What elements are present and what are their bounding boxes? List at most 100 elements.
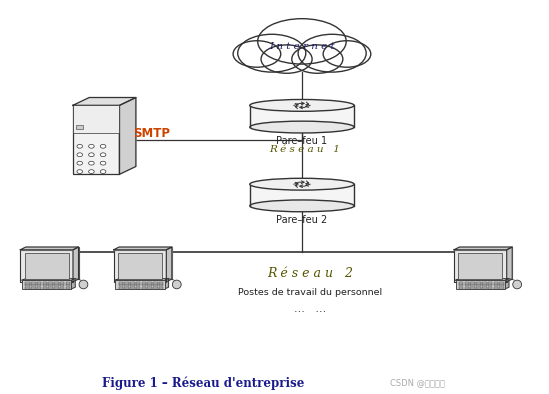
FancyBboxPatch shape bbox=[159, 284, 164, 286]
FancyBboxPatch shape bbox=[476, 282, 481, 284]
Ellipse shape bbox=[298, 34, 366, 72]
FancyBboxPatch shape bbox=[147, 282, 152, 284]
Polygon shape bbox=[114, 247, 172, 250]
FancyBboxPatch shape bbox=[22, 280, 71, 289]
FancyBboxPatch shape bbox=[114, 250, 166, 282]
FancyBboxPatch shape bbox=[142, 287, 146, 289]
FancyBboxPatch shape bbox=[25, 253, 69, 279]
Ellipse shape bbox=[257, 19, 346, 64]
FancyBboxPatch shape bbox=[159, 282, 164, 284]
Ellipse shape bbox=[292, 45, 343, 73]
FancyBboxPatch shape bbox=[76, 125, 83, 129]
FancyBboxPatch shape bbox=[470, 287, 475, 289]
FancyBboxPatch shape bbox=[72, 106, 119, 133]
Ellipse shape bbox=[100, 153, 106, 157]
Ellipse shape bbox=[172, 280, 181, 289]
FancyBboxPatch shape bbox=[460, 247, 512, 279]
Ellipse shape bbox=[513, 280, 522, 289]
FancyBboxPatch shape bbox=[43, 287, 47, 289]
Polygon shape bbox=[250, 184, 354, 206]
FancyBboxPatch shape bbox=[153, 282, 158, 284]
Text: CSDN @思诺学长: CSDN @思诺学长 bbox=[390, 379, 445, 387]
Ellipse shape bbox=[88, 170, 94, 173]
Ellipse shape bbox=[100, 145, 106, 148]
Ellipse shape bbox=[88, 153, 94, 157]
FancyBboxPatch shape bbox=[130, 284, 135, 286]
FancyBboxPatch shape bbox=[459, 282, 463, 284]
Polygon shape bbox=[20, 247, 79, 250]
FancyBboxPatch shape bbox=[118, 253, 162, 279]
Text: R é s e a u   1: R é s e a u 1 bbox=[269, 145, 340, 154]
Ellipse shape bbox=[323, 41, 371, 67]
Ellipse shape bbox=[100, 170, 106, 173]
Polygon shape bbox=[119, 98, 136, 174]
Ellipse shape bbox=[100, 161, 106, 165]
FancyBboxPatch shape bbox=[136, 287, 141, 289]
Polygon shape bbox=[250, 106, 354, 127]
FancyBboxPatch shape bbox=[482, 284, 486, 286]
FancyBboxPatch shape bbox=[125, 284, 129, 286]
FancyBboxPatch shape bbox=[48, 284, 53, 286]
FancyBboxPatch shape bbox=[459, 284, 463, 286]
FancyBboxPatch shape bbox=[136, 284, 141, 286]
FancyBboxPatch shape bbox=[43, 282, 47, 284]
FancyBboxPatch shape bbox=[500, 282, 504, 284]
Polygon shape bbox=[456, 279, 509, 280]
FancyBboxPatch shape bbox=[37, 282, 41, 284]
Polygon shape bbox=[71, 279, 75, 289]
FancyBboxPatch shape bbox=[119, 247, 172, 279]
FancyBboxPatch shape bbox=[482, 282, 486, 284]
FancyBboxPatch shape bbox=[159, 287, 164, 289]
FancyBboxPatch shape bbox=[25, 282, 30, 284]
FancyBboxPatch shape bbox=[500, 287, 504, 289]
FancyBboxPatch shape bbox=[119, 284, 123, 286]
FancyBboxPatch shape bbox=[119, 287, 123, 289]
FancyBboxPatch shape bbox=[136, 282, 141, 284]
Text: Pare–feu 1: Pare–feu 1 bbox=[276, 136, 328, 146]
FancyBboxPatch shape bbox=[48, 287, 53, 289]
Ellipse shape bbox=[77, 161, 82, 165]
Polygon shape bbox=[73, 247, 79, 282]
FancyBboxPatch shape bbox=[119, 282, 123, 284]
Polygon shape bbox=[454, 247, 512, 250]
Ellipse shape bbox=[77, 153, 82, 157]
FancyBboxPatch shape bbox=[65, 282, 70, 284]
Polygon shape bbox=[22, 279, 75, 280]
FancyBboxPatch shape bbox=[482, 287, 486, 289]
Ellipse shape bbox=[77, 145, 82, 148]
FancyBboxPatch shape bbox=[464, 282, 469, 284]
FancyBboxPatch shape bbox=[60, 282, 64, 284]
Polygon shape bbox=[165, 279, 169, 289]
FancyBboxPatch shape bbox=[454, 250, 507, 282]
FancyBboxPatch shape bbox=[54, 282, 59, 284]
Ellipse shape bbox=[261, 45, 312, 73]
Ellipse shape bbox=[79, 280, 88, 289]
FancyBboxPatch shape bbox=[25, 284, 30, 286]
FancyBboxPatch shape bbox=[43, 284, 47, 286]
FancyBboxPatch shape bbox=[464, 287, 469, 289]
FancyBboxPatch shape bbox=[456, 280, 505, 289]
Ellipse shape bbox=[43, 284, 56, 288]
Text: Postes de travail du personnel: Postes de travail du personnel bbox=[238, 288, 382, 297]
FancyBboxPatch shape bbox=[60, 287, 64, 289]
Text: R é s e a u   2: R é s e a u 2 bbox=[267, 268, 353, 280]
FancyBboxPatch shape bbox=[25, 287, 30, 289]
FancyBboxPatch shape bbox=[470, 282, 475, 284]
FancyBboxPatch shape bbox=[115, 280, 165, 289]
Text: Figure 1 – Réseau d'entreprise: Figure 1 – Réseau d'entreprise bbox=[102, 376, 304, 390]
Text: ...   ...: ... ... bbox=[294, 303, 326, 314]
Ellipse shape bbox=[250, 100, 354, 112]
FancyBboxPatch shape bbox=[458, 253, 502, 279]
FancyBboxPatch shape bbox=[54, 287, 59, 289]
FancyBboxPatch shape bbox=[125, 287, 129, 289]
FancyBboxPatch shape bbox=[125, 282, 129, 284]
FancyBboxPatch shape bbox=[476, 284, 481, 286]
FancyBboxPatch shape bbox=[470, 284, 475, 286]
Polygon shape bbox=[72, 98, 136, 106]
FancyBboxPatch shape bbox=[72, 106, 119, 174]
Text: I n t e r n e t: I n t e r n e t bbox=[269, 42, 335, 50]
FancyBboxPatch shape bbox=[65, 284, 70, 286]
FancyBboxPatch shape bbox=[130, 282, 135, 284]
FancyBboxPatch shape bbox=[147, 284, 152, 286]
FancyBboxPatch shape bbox=[153, 284, 158, 286]
